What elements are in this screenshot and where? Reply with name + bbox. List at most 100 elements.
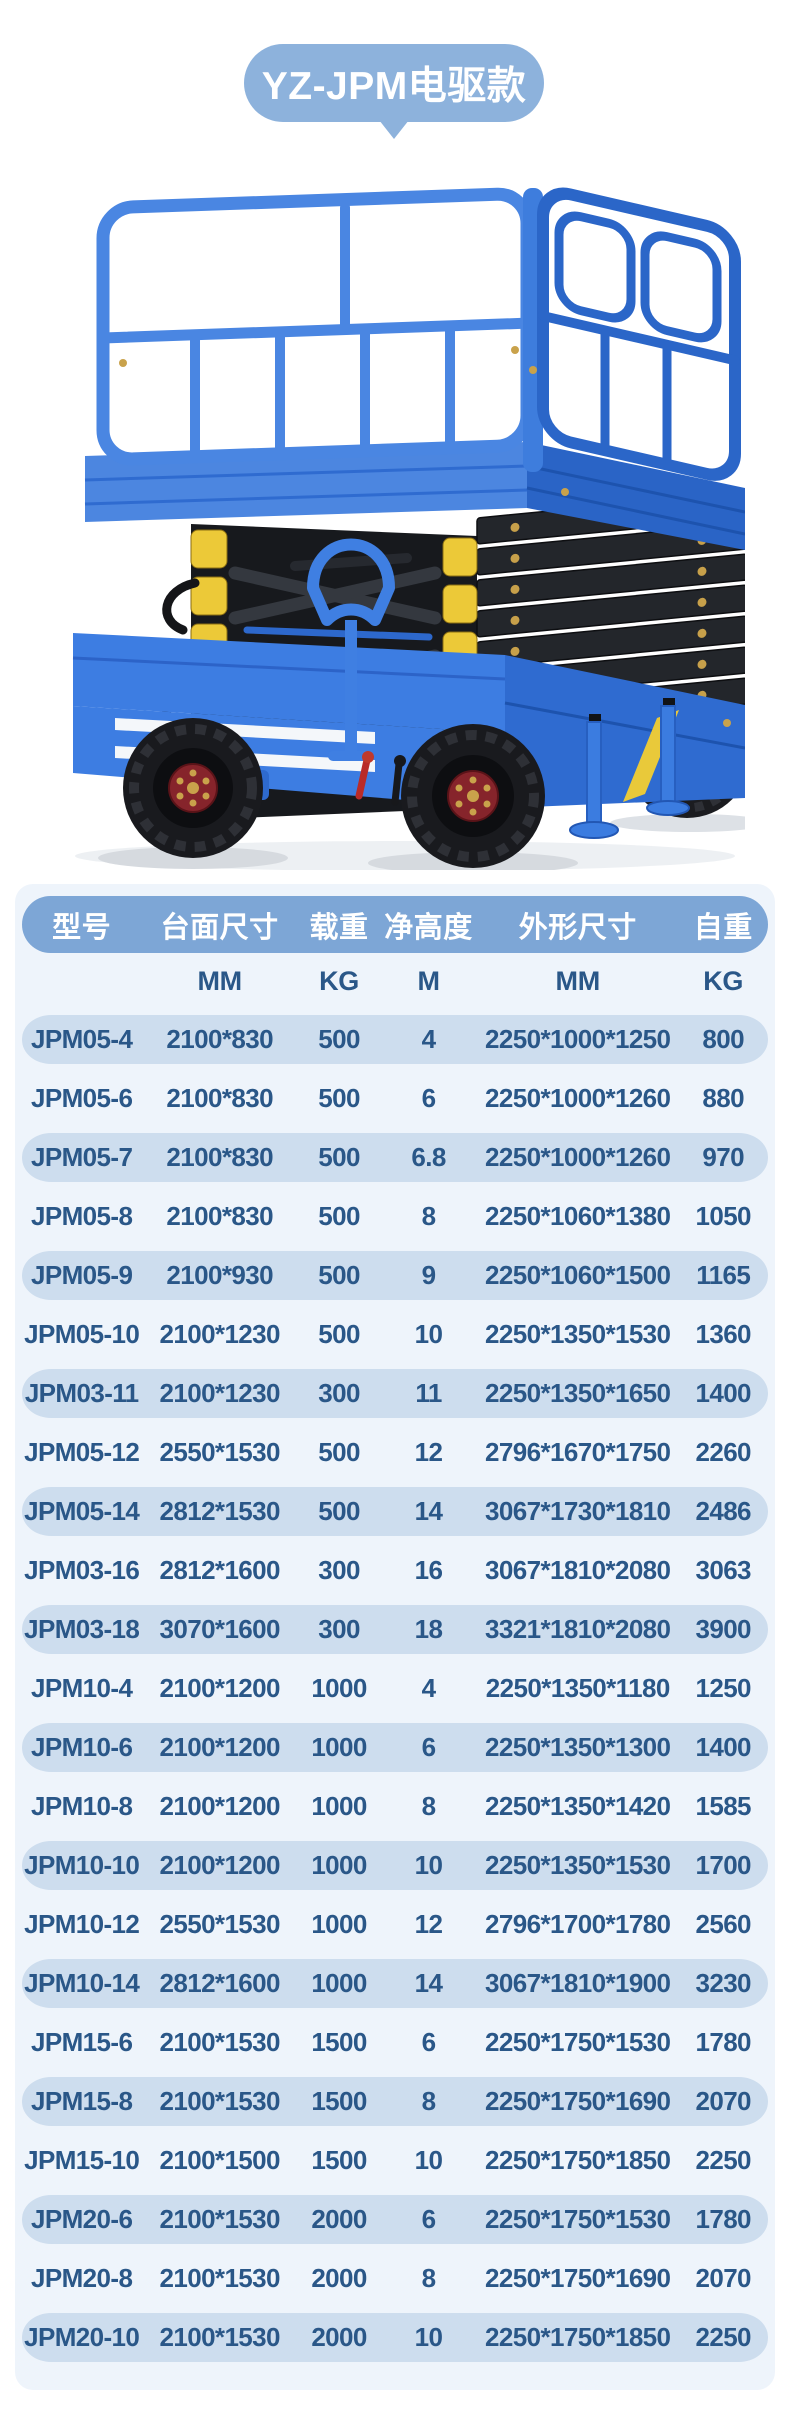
table-cell: 2250*1350*1300: [485, 1732, 671, 1762]
table-cell: 2250*1350*1530: [485, 1850, 671, 1880]
table-cell: 3067*1810*1900: [485, 1968, 671, 1998]
table-cell: 2250*1060*1380: [485, 1201, 671, 1231]
table-cell: JPM20-10: [24, 2322, 140, 2352]
table-row: JPM05-9 2100*930 500 9 2250*1060*1500 1165: [22, 1246, 768, 1305]
table-cell: JPM20-6: [31, 2204, 133, 2234]
table-cell: 2250*1000*1260: [485, 1142, 671, 1172]
table-cell: 500: [318, 1260, 360, 1290]
table-cell: 2486: [695, 1496, 751, 1526]
table-cell: 3321*1810*2080: [485, 1614, 671, 1644]
front-left-wheel: [123, 718, 263, 858]
table-cell: 2100*1530: [159, 2322, 280, 2352]
table-cell: JPM05-12: [24, 1437, 140, 1467]
table-cell: 2250*1750*1530: [485, 2204, 671, 2234]
table-cell: 2100*1530: [159, 2086, 280, 2116]
table-cell: JPM10-10: [24, 1850, 140, 1880]
table-cell: JPM05-14: [24, 1496, 140, 1526]
column-header-platform: 台面尺寸: [160, 911, 279, 944]
table-cell: 2250*1350*1420: [485, 1791, 671, 1821]
table-cell: 2100*1530: [159, 2027, 280, 2057]
table-row: JPM03-11 2100*1230 300 11 2250*1350*1650 1400: [22, 1364, 768, 1423]
table-row: JPM10-10 2100*1200 1000 10 2250*1350*1530 170…: [22, 1836, 768, 1895]
table-cell: 8: [421, 2086, 436, 2116]
table-cell: JPM20-8: [31, 2263, 133, 2293]
table-cell: JPM03-11: [24, 1378, 139, 1408]
table-cell: 2250*1750*1690: [485, 2263, 671, 2293]
table-cell: 6: [421, 2027, 436, 2057]
table-cell: JPM10-12: [24, 1909, 140, 1939]
table-cell: 1000: [311, 1791, 367, 1821]
table-cell: 6: [421, 1732, 436, 1762]
table-cell: 2250*1750*1690: [485, 2086, 671, 2116]
table-cell: 2100*830: [166, 1142, 273, 1172]
column-header-load: 载重: [309, 911, 369, 944]
table-cell: 2100*1530: [159, 2263, 280, 2293]
table-cell: 11: [415, 1378, 442, 1408]
table-cell: 880: [702, 1083, 744, 1113]
table-cell: 3900: [695, 1614, 751, 1644]
table-cell: JPM05-6: [31, 1083, 133, 1113]
table-cell: 1400: [695, 1378, 751, 1408]
table-cell: 2000: [311, 2263, 367, 2293]
table-cell: 2100*1200: [159, 1673, 280, 1703]
table-row: JPM05-4 2100*830 500 4 2250*1000*1250 800: [22, 1010, 768, 1069]
table-cell: JPM03-16: [24, 1555, 140, 1585]
table-cell: JPM15-6: [31, 2027, 133, 2057]
table-cell: 3230: [695, 1968, 751, 1998]
table-cell: JPM05-7: [31, 1142, 133, 1172]
table-cell: 2560: [695, 1909, 751, 1939]
table-cell: 2070: [695, 2263, 751, 2293]
table-row: JPM05-10 2100*1230 500 10 2250*1350*1530 1360: [22, 1305, 768, 1364]
unit-cell: KG: [703, 966, 744, 996]
table-cell: JPM05-8: [31, 1201, 133, 1231]
front-center-wheel: [401, 724, 545, 868]
table-cell: 2812*1600: [159, 1968, 280, 1998]
column-header-height: 净高度: [384, 911, 473, 944]
table-cell: 14: [414, 1968, 443, 1998]
table-cell: 2100*1500: [159, 2145, 280, 2175]
table-cell: 3067*1730*1810: [485, 1496, 671, 1526]
table-cell: 1050: [695, 1201, 751, 1231]
table-cell: 2250*1350*1180: [485, 1673, 671, 1703]
table-cell: 2100*1200: [159, 1850, 280, 1880]
table-row: JPM10-12 2550*1530 1000 12 2796*1700*1780 256…: [22, 1895, 768, 1954]
table-cell: 3067*1810*2080: [485, 1555, 671, 1585]
ground-shadow: [75, 814, 745, 870]
table-cell: 2250: [695, 2322, 751, 2352]
spec-table: 型号 台面尺寸 载重 净高度 外形尺寸 自重 MM KG M MM KG JPM…: [15, 884, 775, 2390]
unit-cell: MM: [197, 966, 242, 996]
table-cell: 1165: [696, 1260, 751, 1290]
table-cell: 2250*1350*1650: [485, 1378, 671, 1408]
table-cell: 14: [414, 1496, 443, 1526]
column-header-weight: 自重: [693, 911, 753, 944]
table-cell: JPM10-8: [31, 1791, 133, 1821]
table-cell: 2260: [695, 1437, 751, 1467]
table-cell: 2100*830: [166, 1024, 273, 1054]
table-cell: 1700: [695, 1850, 751, 1880]
column-header-model: 型号: [52, 911, 112, 944]
table-cell: 2100*1200: [159, 1732, 280, 1762]
table-row: JPM10-8 2100*1200 1000 8 2250*1350*1420 1585: [22, 1777, 768, 1836]
table-cell: 2070: [695, 2086, 751, 2116]
table-cell: 1500: [311, 2086, 367, 2116]
table-cell: 8: [421, 1791, 436, 1821]
table-cell: JPM03-18: [24, 1614, 140, 1644]
table-cell: 2796*1700*1780: [485, 1909, 671, 1939]
table-cell: 2550*1530: [159, 1909, 280, 1939]
table-cell: JPM05-9: [31, 1260, 133, 1290]
table-row: JPM05-7 2100*830 500 6.8 2250*1000*1260 970: [22, 1128, 768, 1187]
table-cell: 6.8: [411, 1142, 446, 1172]
table-cell: 500: [318, 1437, 360, 1467]
table-cell: 2812*1530: [159, 1496, 280, 1526]
table-cell: 800: [702, 1024, 744, 1054]
table-row: JPM03-18 3070*1600 300 18 3321*1810*2080 3900: [22, 1600, 768, 1659]
table-cell: 2250*1350*1530: [485, 1319, 671, 1349]
table-cell: 2250*1750*1850: [485, 2322, 671, 2352]
table-cell: 3063: [695, 1555, 751, 1585]
table-cell: 1250: [695, 1673, 751, 1703]
table-cell: 6: [421, 1083, 436, 1113]
table-cell: JPM15-8: [31, 2086, 133, 2116]
table-row: JPM05-12 2550*1530 500 12 2796*1670*1750 2260: [22, 1423, 768, 1482]
table-cell: 1000: [311, 1968, 367, 1998]
